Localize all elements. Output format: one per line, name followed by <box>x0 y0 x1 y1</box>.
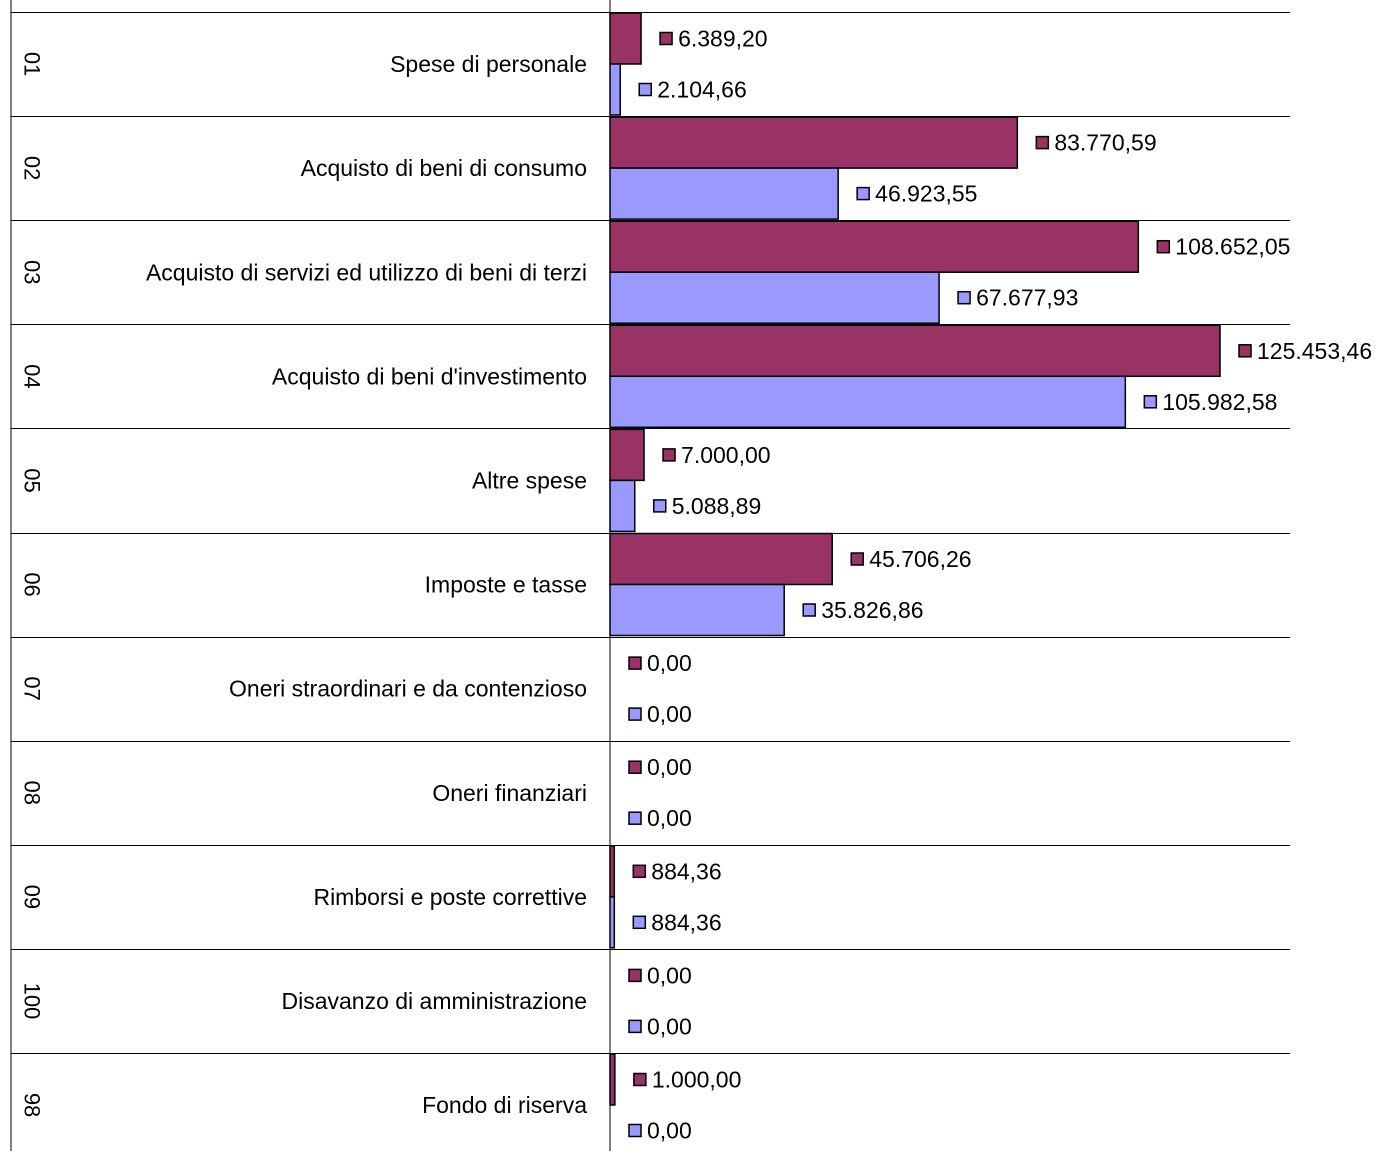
category-label: Acquisto di servizi ed utilizzo di beni … <box>146 259 587 285</box>
data-label-marker <box>628 656 642 670</box>
data-label-marker <box>1156 239 1171 254</box>
data-label-marker <box>1035 135 1050 150</box>
data-label-marker <box>628 1123 642 1138</box>
data-label: 0,00 <box>647 1013 692 1039</box>
bar-series-1 <box>609 1053 616 1106</box>
bar-series-2 <box>609 896 616 949</box>
bar-series-1 <box>609 12 642 65</box>
data-label: 884,36 <box>651 858 721 884</box>
data-label-marker <box>850 552 864 566</box>
category-code-label: 98 <box>20 1093 45 1117</box>
data-label: 0,00 <box>647 701 692 727</box>
data-label-marker <box>957 290 971 305</box>
data-label-marker <box>856 186 870 201</box>
bar-series-2 <box>609 583 785 637</box>
data-label-marker <box>628 707 642 721</box>
data-label-marker <box>652 499 667 513</box>
category-label: Spese di personale <box>390 51 587 77</box>
category-label: Fondo di riserva <box>422 1092 587 1118</box>
data-label: 0,00 <box>647 650 692 676</box>
data-label: 45.706,26 <box>869 546 971 572</box>
bar-series-1 <box>609 845 616 898</box>
category-label: Altre spese <box>472 467 587 493</box>
data-label-marker <box>628 968 642 983</box>
data-label: 1.000,00 <box>652 1067 742 1093</box>
data-label-marker <box>662 448 676 462</box>
bar-series-1 <box>609 324 1221 378</box>
bar-series-2 <box>609 479 636 533</box>
data-label: 67.677,93 <box>976 285 1078 311</box>
bar-series-1 <box>609 220 1140 273</box>
category-code-label: 04 <box>20 364 45 388</box>
data-label-marker <box>633 1072 647 1087</box>
category-code-label: 06 <box>20 572 45 596</box>
data-label: 884,36 <box>651 909 721 935</box>
category-label: Rimborsi e poste correttive <box>313 884 587 910</box>
category-label: Oneri straordinari e da contenzioso <box>229 676 587 702</box>
bar-series-2 <box>609 167 839 220</box>
category-label: Acquisto di beni di consumo <box>301 155 587 181</box>
category-code-label: 01 <box>20 52 45 76</box>
data-label: 2.104,66 <box>657 77 747 103</box>
data-label-marker <box>638 82 652 97</box>
data-label-marker <box>628 811 642 825</box>
category-code-label: 07 <box>20 676 45 700</box>
data-label: 7.000,00 <box>681 442 771 468</box>
bar-series-1 <box>609 428 645 482</box>
data-label-marker <box>1143 395 1158 409</box>
data-label: 0,00 <box>647 754 692 780</box>
data-label-marker <box>1238 344 1252 358</box>
category-label: Oneri finanziari <box>432 780 587 806</box>
category-code-label: 09 <box>20 885 45 909</box>
data-label: 46.923,55 <box>875 181 977 207</box>
category-label: Disavanzo di amministrazione <box>281 988 587 1014</box>
data-label: 105.982,58 <box>1162 389 1277 415</box>
bar-series-2 <box>609 375 1127 429</box>
data-label: 0,00 <box>647 962 692 988</box>
category-code-label: 03 <box>20 260 45 284</box>
data-label: 0,00 <box>647 1118 692 1144</box>
bar-series-1 <box>609 532 833 586</box>
category-code-label: 100 <box>20 983 45 1020</box>
data-label: 0,00 <box>647 805 692 831</box>
data-label: 6.389,20 <box>678 26 768 52</box>
data-label: 108.652,05 <box>1175 234 1290 260</box>
bar-series-2 <box>609 271 940 324</box>
data-label: 35.826,86 <box>821 597 923 623</box>
category-code-label: 08 <box>20 781 45 805</box>
bar-series-1 <box>609 116 1019 169</box>
data-label-marker <box>632 915 647 930</box>
data-label: 83.770,59 <box>1054 130 1156 156</box>
data-label-marker <box>632 864 647 879</box>
category-label: Imposte e tasse <box>425 572 587 598</box>
bar-series-2 <box>609 63 621 116</box>
category-code-label: 05 <box>20 468 45 492</box>
data-label: 5.088,89 <box>672 493 762 519</box>
data-label-marker <box>802 603 816 617</box>
data-label: 125.453,46 <box>1257 338 1372 364</box>
category-label: Acquisto di beni d'investimento <box>272 363 587 389</box>
data-label-marker <box>659 31 673 46</box>
data-label-marker <box>628 760 642 774</box>
data-label-marker <box>628 1019 642 1034</box>
category-code-label: 02 <box>20 156 45 180</box>
